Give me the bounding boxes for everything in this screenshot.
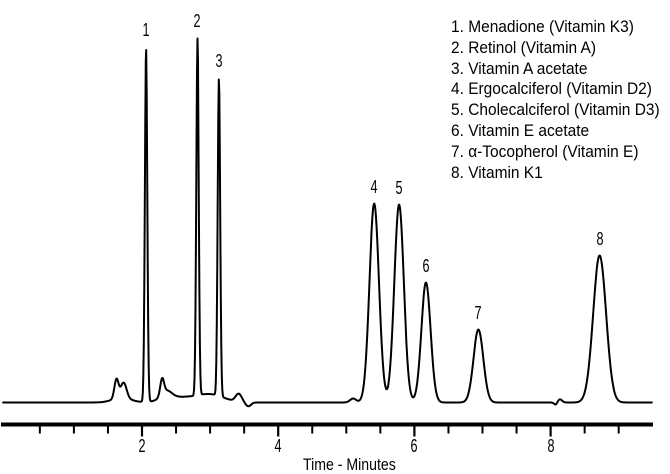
legend-item: 1. Menadione (Vitamin K3) — [451, 17, 634, 36]
x-axis-tick-label: 2 — [122, 437, 162, 455]
x-axis-title: Time - Minutes — [303, 455, 396, 474]
legend-item: 7. α-Tocopherol (Vitamin E) — [451, 141, 639, 161]
peak-number-label: 4 — [354, 176, 394, 197]
peak-number-label: 2 — [178, 12, 218, 31]
peak-number-text: 8 — [596, 228, 604, 249]
peak-number-label: 5 — [379, 177, 419, 198]
x-axis — [1, 422, 653, 437]
peak-number-label: 7 — [458, 302, 498, 323]
peak-number-label: 6 — [406, 255, 446, 276]
chromatogram-trace — [2, 37, 653, 408]
x-axis-tick-label: 8 — [531, 437, 571, 455]
peak-number-text: 1 — [142, 19, 150, 40]
legend-item: 4. Ergocalciferol (Vitamin D2) — [451, 79, 652, 99]
peak-number-label: 1 — [126, 19, 166, 40]
x-axis-tick-label-text: 4 — [274, 436, 282, 456]
legend-item: 2. Retinol (Vitamin A) — [451, 37, 597, 57]
x-axis-tick-label-text: 6 — [410, 436, 418, 456]
peak-number-label: 8 — [580, 228, 620, 249]
peak-number-text: 2 — [193, 11, 201, 32]
peak-number-text: 7 — [474, 302, 482, 323]
peak-number-text: 4 — [370, 176, 378, 197]
legend-item: 5. Cholecalciferol (Vitamin D3) — [451, 100, 660, 120]
legend-item: 8. Vitamin K1 — [451, 162, 543, 182]
legend-item: 6. Vitamin E acetate — [451, 120, 590, 140]
peak-number-label: 3 — [199, 50, 239, 71]
peak-number-text: 5 — [395, 177, 403, 198]
peak-number-text: 3 — [215, 50, 223, 71]
peak-number-text: 6 — [422, 255, 430, 276]
peak-legend: 1. Menadione (Vitamin K3) 2. Retinol (Vit… — [451, 17, 660, 183]
legend-item: 3. Vitamin A acetate — [451, 58, 588, 78]
x-axis-tick-label: 4 — [258, 437, 298, 455]
x-axis-tick-label: 6 — [394, 437, 434, 455]
x-axis-tick-label-text: 8 — [547, 436, 555, 456]
x-axis-tick-label-text: 2 — [138, 436, 146, 456]
